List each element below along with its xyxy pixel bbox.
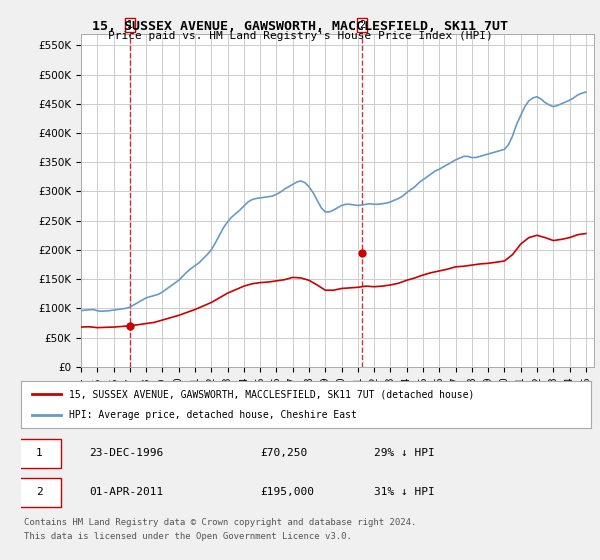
Text: 29% ↓ HPI: 29% ↓ HPI — [374, 448, 435, 458]
Text: HPI: Average price, detached house, Cheshire East: HPI: Average price, detached house, Ches… — [70, 410, 358, 420]
Text: 2: 2 — [359, 20, 365, 30]
Text: £195,000: £195,000 — [260, 487, 314, 497]
Text: 1: 1 — [36, 448, 43, 458]
Text: 15, SUSSEX AVENUE, GAWSWORTH, MACCLESFIELD, SK11 7UT: 15, SUSSEX AVENUE, GAWSWORTH, MACCLESFIE… — [92, 20, 508, 32]
Text: This data is licensed under the Open Government Licence v3.0.: This data is licensed under the Open Gov… — [24, 532, 352, 541]
Text: Contains HM Land Registry data © Crown copyright and database right 2024.: Contains HM Land Registry data © Crown c… — [24, 518, 416, 527]
Text: 31% ↓ HPI: 31% ↓ HPI — [374, 487, 435, 497]
Text: £70,250: £70,250 — [260, 448, 308, 458]
Text: Price paid vs. HM Land Registry's House Price Index (HPI): Price paid vs. HM Land Registry's House … — [107, 31, 493, 41]
Text: 15, SUSSEX AVENUE, GAWSWORTH, MACCLESFIELD, SK11 7UT (detached house): 15, SUSSEX AVENUE, GAWSWORTH, MACCLESFIE… — [70, 389, 475, 399]
Text: 2: 2 — [36, 487, 43, 497]
FancyBboxPatch shape — [18, 438, 61, 468]
FancyBboxPatch shape — [18, 478, 61, 507]
Text: 01-APR-2011: 01-APR-2011 — [89, 487, 164, 497]
Text: 1: 1 — [127, 20, 133, 30]
Text: 23-DEC-1996: 23-DEC-1996 — [89, 448, 164, 458]
